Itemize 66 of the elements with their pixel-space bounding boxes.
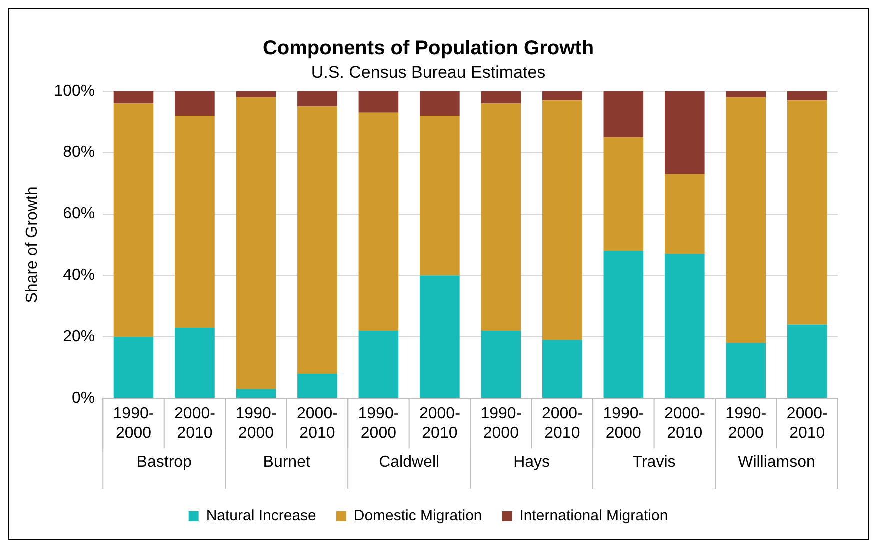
bar [604,137,644,252]
text: Hays [514,454,550,472]
x-tick-label: 1990-2000 [358,406,400,442]
bar [358,91,399,113]
text: Travis [632,454,676,472]
y-tick-label: 100% [54,82,96,100]
bar [726,343,766,398]
x-tick-label: 1990-2000 [480,406,522,442]
x-tick-label: 1990-2000 [726,406,767,442]
x-tick-label: 2000-2010 [786,406,828,442]
bar [726,91,766,98]
y-tick-label: 0% [72,390,96,408]
bar [665,254,705,398]
bar [114,337,154,398]
x-tick-label: 2000-2010 [419,406,460,442]
bar [726,98,766,344]
text: Williamson [738,454,816,472]
legend-label: Natural Increase [206,508,316,525]
bar [298,106,338,374]
bar [787,91,828,101]
bar [420,276,460,398]
bar [114,91,154,104]
y-tick-label: 80% [63,144,96,162]
bar [481,331,522,398]
bar [236,98,276,390]
bar [236,389,276,398]
bar [175,116,215,328]
bar [787,100,828,325]
y-tick-label: 20% [63,328,96,346]
bar [542,340,582,398]
bar [358,112,399,332]
x-tick-label: 2000-2010 [174,406,216,442]
text: Caldwell [379,454,440,472]
bar [665,174,705,254]
bar [665,91,705,174]
x-tick-label: 1990-2000 [603,406,644,442]
bar [481,104,522,332]
x-tick-label: 2000-2010 [664,406,706,442]
y-axis-title: Share of Growth [24,186,42,304]
legend-label: International Migration [520,508,668,525]
text: Burnet [263,454,311,472]
x-tick-label: 1990-2000 [113,406,154,442]
bar [298,374,338,398]
bar [298,91,338,107]
bar [542,91,582,101]
bar [787,324,828,398]
chart-subtitle: U.S. Census Bureau Estimates [311,62,546,82]
bar [358,331,399,398]
y-tick-label: 60% [63,206,96,223]
x-tick-label: 2000-2010 [542,406,583,442]
bar [114,104,154,338]
legend-label: Domestic Migration [354,508,482,525]
bar [481,91,522,104]
x-tick-label: 2000-2010 [297,406,338,442]
bar [236,91,276,98]
bar [542,100,582,340]
bar [175,91,215,116]
y-tick-label: 40% [63,267,96,284]
text: Bastrop [136,454,192,472]
bar [604,91,644,138]
bar [604,251,644,398]
bar [420,116,460,276]
x-tick-label: 1990-2000 [236,406,277,442]
bar [175,328,215,398]
bar [420,91,460,116]
chart-title: Components of Population Growth [262,38,594,60]
